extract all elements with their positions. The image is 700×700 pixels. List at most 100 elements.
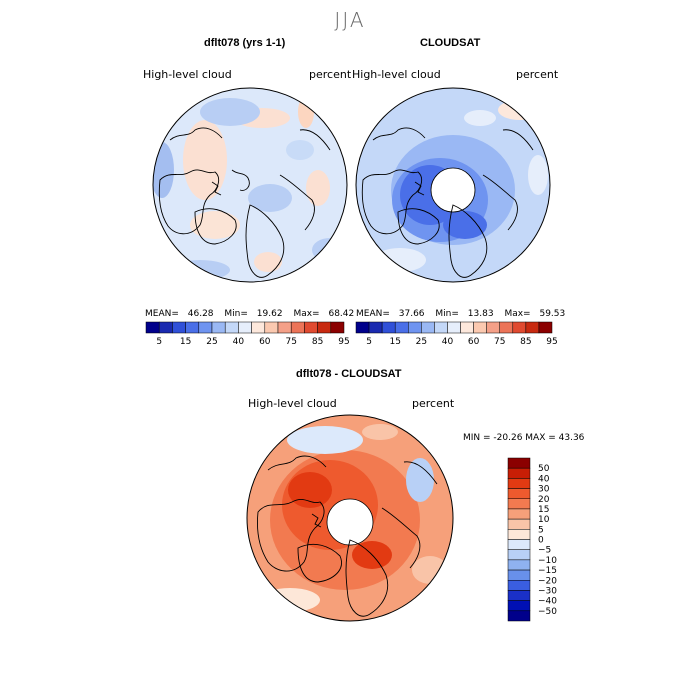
colorbar-diff-swatch bbox=[507, 590, 531, 601]
colorbar-obs-tick-label: 75 bbox=[494, 337, 505, 347]
colorbar-model-swatch bbox=[290, 321, 305, 334]
stat-max-label: Max= bbox=[504, 309, 531, 319]
colorbar-diff-tick-label: 20 bbox=[538, 495, 550, 505]
colorbar-diff-tick-label: 30 bbox=[538, 485, 550, 495]
stat-min-value: 19.62 bbox=[256, 309, 283, 319]
colorbar-obs-swatch bbox=[512, 321, 527, 334]
colorbar-obs-swatch bbox=[394, 321, 409, 334]
colorbar-obs-swatch bbox=[408, 321, 422, 334]
stats-model: MEAN= 46.28 Min= 19.62 Max= 68.42 bbox=[145, 309, 354, 319]
colorbar-model-tick-label: 40 bbox=[233, 337, 245, 347]
map-obs bbox=[355, 87, 551, 283]
colorbar-obs-swatch bbox=[499, 321, 514, 334]
stat-min-label: Min= bbox=[435, 309, 459, 319]
stat-max-label: Max= bbox=[293, 309, 320, 319]
colorbar-diff-tick-label: 5 bbox=[538, 525, 544, 535]
colorbar-model-swatch bbox=[198, 321, 213, 334]
colorbar-diff-tick-label: −20 bbox=[538, 576, 557, 586]
colorbar-model-tick-label: 85 bbox=[312, 337, 323, 347]
stat-mean-value: 46.28 bbox=[187, 309, 214, 319]
panel-variable-diff: High-level cloud bbox=[248, 397, 337, 410]
colorbar-model-tick-label: 60 bbox=[259, 337, 271, 347]
colorbar-diff-swatch bbox=[507, 580, 531, 591]
colorbar-diff-tick-label: −10 bbox=[538, 556, 557, 566]
colorbar-diff-tick-label: 40 bbox=[538, 474, 550, 484]
colorbar-diff-swatch bbox=[507, 610, 531, 622]
panel-units-diff: percent bbox=[412, 397, 455, 410]
colorbar-obs-tick-label: 25 bbox=[416, 337, 427, 347]
colorbar-model-tick-label: 15 bbox=[180, 337, 191, 347]
colorbar-diff-tick-label: 10 bbox=[538, 515, 550, 525]
colorbar-diff-tick-label: 15 bbox=[538, 505, 549, 515]
map-model bbox=[152, 87, 348, 283]
colorbar-diff-tick-label: 50 bbox=[538, 464, 550, 474]
colorbar-model-swatch bbox=[251, 321, 266, 334]
colorbar-model-swatch bbox=[185, 321, 200, 334]
colorbar-diff-swatch bbox=[507, 559, 531, 571]
colorbar-model-swatch bbox=[330, 321, 345, 334]
colorbar-model-tick-label: 75 bbox=[285, 337, 296, 347]
colorbar-diff-swatch bbox=[507, 488, 531, 499]
colorbar-diff-swatch bbox=[507, 529, 531, 540]
colorbar-model-swatch bbox=[264, 321, 279, 334]
colorbar-obs-swatch bbox=[460, 321, 474, 334]
stat-max-value: 59.53 bbox=[539, 309, 566, 319]
colorbar-obs: 5 15 25 40 60 75 85 95 bbox=[355, 321, 558, 347]
colorbar-diff-swatch bbox=[507, 600, 531, 612]
colorbar-model-tick-label: 5 bbox=[156, 337, 162, 347]
colorbar-obs-tick-label: 40 bbox=[442, 337, 454, 347]
colorbar-model-swatch bbox=[172, 321, 186, 334]
colorbar-diff-swatch bbox=[507, 518, 531, 530]
colorbar-model-swatch bbox=[158, 321, 173, 334]
stat-max-value: 68.42 bbox=[328, 309, 355, 319]
colorbar-obs-swatch bbox=[381, 321, 396, 334]
stat-mean-label: MEAN= bbox=[356, 309, 390, 319]
colorbar-obs-swatch bbox=[355, 321, 370, 334]
colorbar-model-swatch bbox=[145, 321, 160, 334]
colorbar-model-swatch bbox=[317, 321, 332, 334]
colorbar-obs-swatch bbox=[368, 321, 383, 334]
colorbar-obs-swatch bbox=[434, 321, 448, 334]
panel-units-model: percent bbox=[309, 68, 352, 81]
colorbar-obs-swatch bbox=[421, 321, 435, 334]
colorbar-diff-swatch bbox=[507, 457, 531, 469]
colorbar-diff-tick-label: 0 bbox=[538, 536, 544, 546]
colorbar-obs-tick-label: 85 bbox=[520, 337, 531, 347]
page-title: JJA bbox=[334, 8, 366, 32]
colorbar-diff-swatch bbox=[507, 467, 531, 479]
colorbar-diff-swatch bbox=[507, 478, 531, 489]
colorbar-obs-tick-label: 60 bbox=[468, 337, 480, 347]
colorbar-model-tick-label: 95 bbox=[338, 337, 349, 347]
colorbar-diff-swatch bbox=[507, 498, 531, 510]
stat-mean-label: MEAN= bbox=[145, 309, 179, 319]
stat-min-label: Min= bbox=[224, 309, 248, 319]
panel-variable-model: High-level cloud bbox=[143, 68, 232, 81]
colorbar-diff-tick-label: −5 bbox=[538, 546, 551, 556]
colorbar-diff-tick-label: −40 bbox=[538, 597, 557, 607]
colorbar-obs-swatch bbox=[525, 321, 540, 334]
panel-variable-obs: High-level cloud bbox=[352, 68, 441, 81]
colorbar-diff-swatch bbox=[507, 508, 531, 520]
colorbar-model-tick-label: 25 bbox=[206, 337, 217, 347]
colorbar-model-swatch bbox=[277, 321, 292, 334]
colorbar-model-swatch bbox=[238, 321, 252, 334]
panel-units-obs: percent bbox=[516, 68, 559, 81]
colorbar-model-swatch bbox=[211, 321, 226, 334]
colorbar-diff-tick-label: −50 bbox=[538, 607, 557, 617]
stat-min-value: 13.83 bbox=[467, 309, 494, 319]
colorbar-obs-tick-label: 95 bbox=[546, 337, 557, 347]
colorbar-diff-tick-label: −15 bbox=[538, 566, 557, 576]
colorbar-obs-swatch bbox=[486, 321, 500, 334]
colorbar-obs-swatch bbox=[447, 321, 461, 334]
colorbar-diff-swatch bbox=[507, 539, 531, 550]
stats-obs: MEAN= 37.66 Min= 13.83 Max= 59.53 bbox=[356, 309, 565, 319]
colorbar-diff-tick-label: −30 bbox=[538, 586, 557, 596]
colorbar-obs-swatch bbox=[473, 321, 487, 334]
panel-title-obs: CLOUDSAT bbox=[420, 37, 481, 49]
map-diff bbox=[246, 414, 454, 622]
stat-mean-value: 37.66 bbox=[398, 309, 425, 319]
diff-minmax: MIN = -20.26 MAX = 43.36 bbox=[463, 433, 585, 443]
panel-title-diff: dflt078 - CLOUDSAT bbox=[296, 368, 402, 380]
